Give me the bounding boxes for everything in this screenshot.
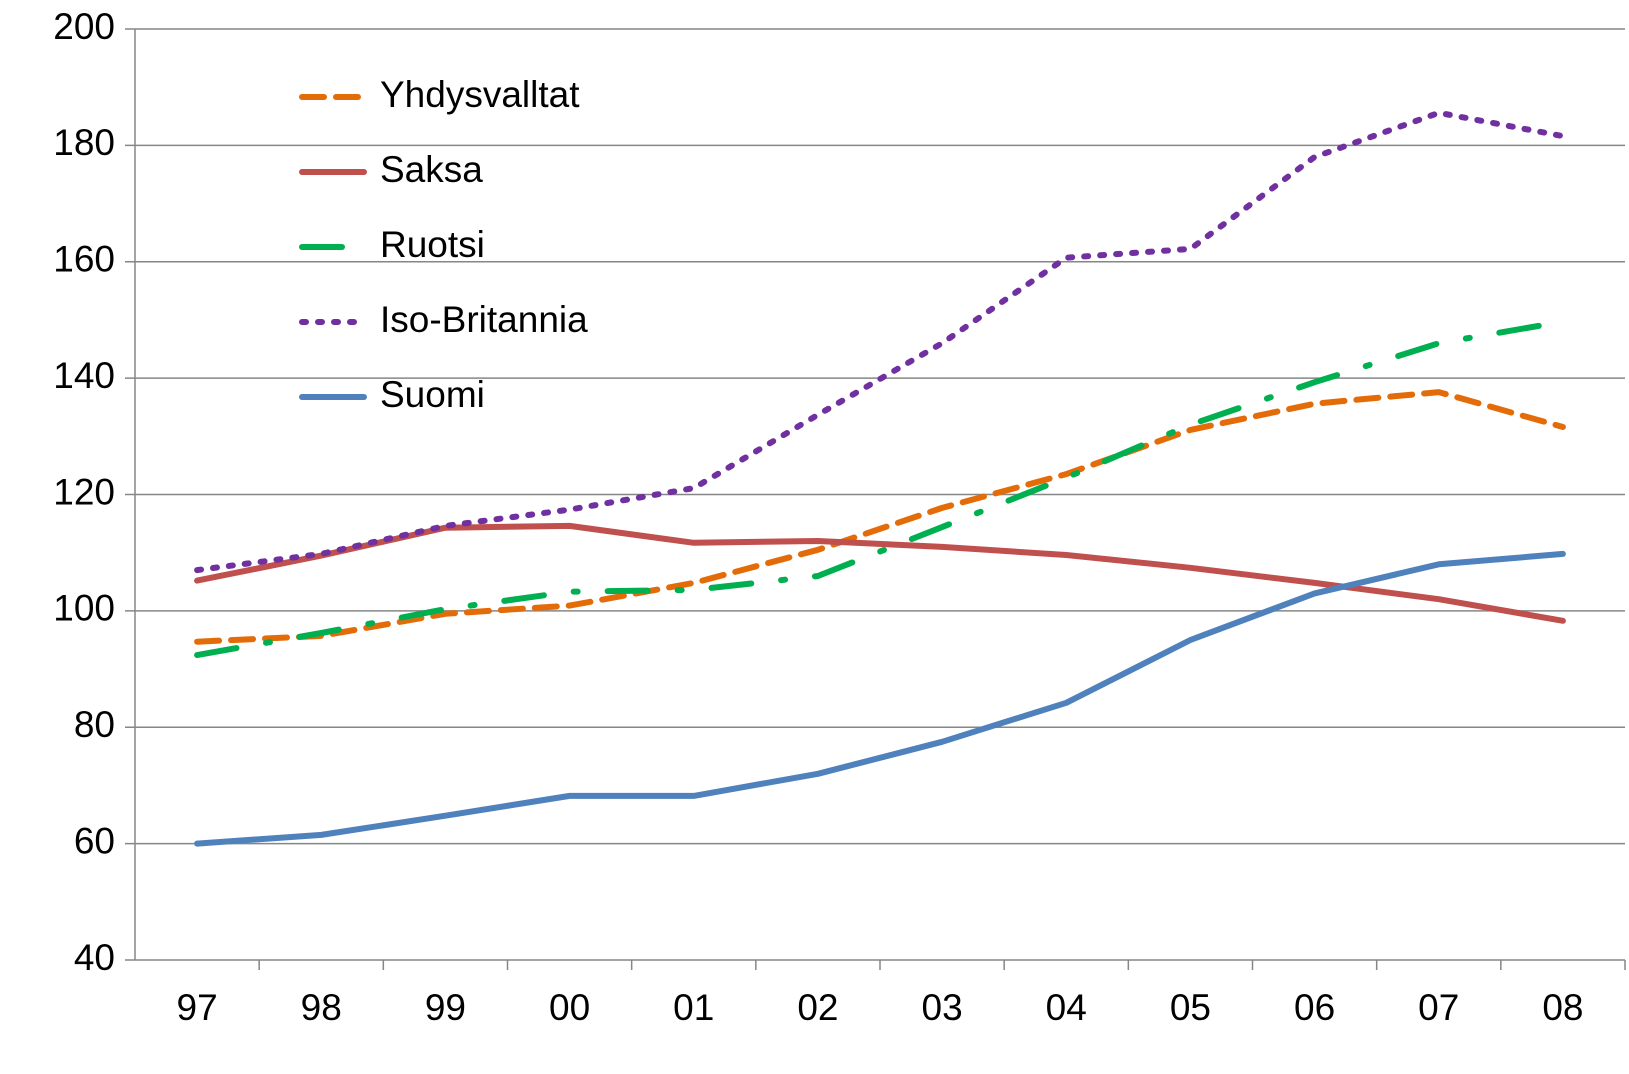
x-tick-label: 08 [1542,987,1583,1028]
x-tick-label: 01 [673,987,714,1028]
line-series [194,318,1566,659]
y-tick-label: 120 [53,471,115,512]
line-series [194,109,1566,574]
x-tick-label: 07 [1418,987,1459,1028]
x-tick-label: 02 [797,987,838,1028]
y-tick-label: 200 [53,6,115,47]
legend-label: Ruotsi [380,224,485,265]
line-series [194,389,1566,645]
y-tick-label: 180 [53,122,115,163]
line-series [194,550,1566,847]
y-tick-label: 40 [74,937,115,978]
x-tick-label: 98 [301,987,342,1028]
y-tick-label: 160 [53,239,115,280]
y-tick-label: 60 [74,820,115,861]
line-series [194,522,1566,624]
x-tick-label: 99 [425,987,466,1028]
y-tick-label: 80 [74,704,115,745]
legend-label: Saksa [380,149,483,190]
x-tick-label: 06 [1294,987,1335,1028]
x-tick-label: 97 [177,987,218,1028]
x-tick-label: 04 [1046,987,1087,1028]
x-tick-label: 03 [922,987,963,1028]
legend-label: Yhdysvalltat [380,74,580,115]
x-tick-label: 05 [1170,987,1211,1028]
x-tick-label: 00 [549,987,590,1028]
y-tick-label: 140 [53,355,115,396]
y-tick-label: 100 [53,588,115,629]
legend-label: Iso-Britannia [380,299,588,340]
legend-label: Suomi [380,374,485,415]
